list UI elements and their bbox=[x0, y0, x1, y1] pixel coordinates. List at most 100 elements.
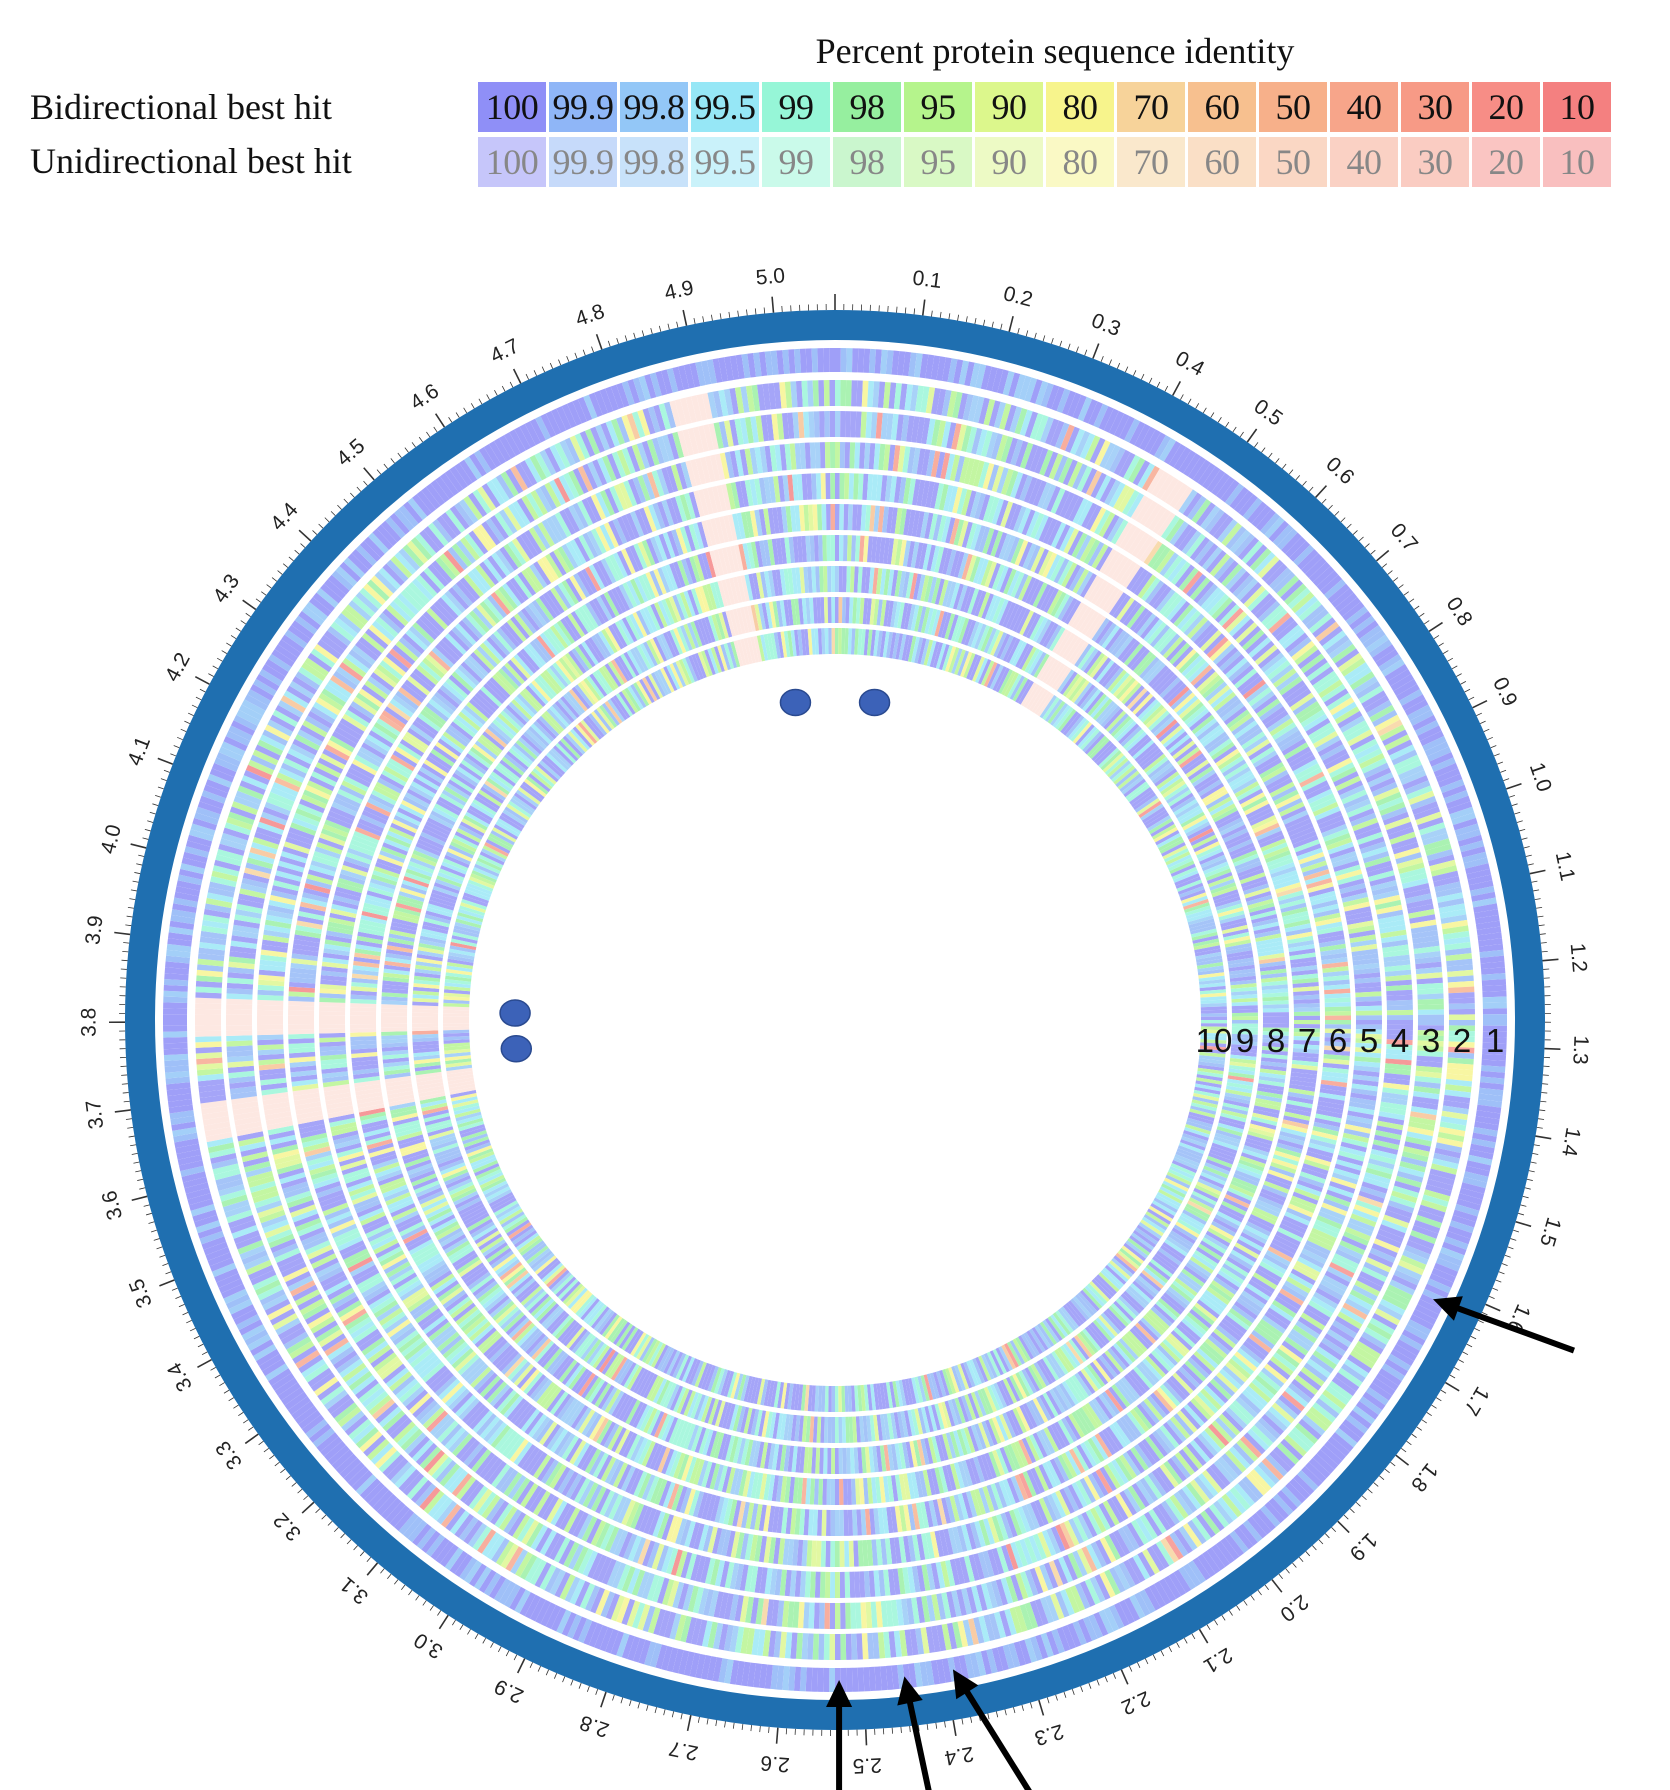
ring-1-segment bbox=[1475, 914, 1500, 925]
ring-1-segment bbox=[1103, 1607, 1119, 1632]
ring-1-segment bbox=[1211, 472, 1230, 496]
ring-6-segment bbox=[843, 504, 849, 531]
ring-1-segment bbox=[1437, 773, 1463, 788]
ring-1-segment bbox=[1045, 1630, 1060, 1656]
ring-5-segment bbox=[288, 1010, 315, 1016]
ring-2-segment bbox=[835, 380, 841, 407]
ring-1-segment bbox=[863, 348, 871, 373]
ring-5-segment bbox=[288, 1029, 315, 1035]
ring-1-segment bbox=[770, 350, 779, 375]
ring-2-segment bbox=[1369, 1317, 1395, 1336]
ring-1-segment bbox=[758, 1663, 768, 1689]
bidirectional-label: Bidirectional best hit bbox=[30, 87, 332, 127]
identity-ring-2 bbox=[195, 380, 1475, 1660]
ring-1-segment bbox=[1264, 516, 1285, 539]
ring-3-segment bbox=[824, 411, 830, 438]
ring-2-segment bbox=[1445, 1078, 1473, 1087]
ring-1-segment bbox=[1247, 1516, 1267, 1539]
ring-4-segment bbox=[849, 1571, 856, 1598]
ring-1-segment bbox=[1331, 588, 1354, 608]
ring-1-segment bbox=[1460, 846, 1486, 858]
ring-1-segment bbox=[567, 1614, 582, 1639]
ring-4-segment bbox=[1386, 1009, 1413, 1016]
ring-1-segment bbox=[1297, 1470, 1319, 1492]
ring-1-segment bbox=[214, 757, 239, 773]
ring-2-segment bbox=[1137, 462, 1155, 489]
ring-1-segment bbox=[1475, 1115, 1500, 1126]
ring-7-segment bbox=[830, 1478, 835, 1505]
ring-1-segment bbox=[851, 1667, 859, 1692]
ring-1-segment bbox=[1276, 528, 1298, 550]
ring-1-segment bbox=[163, 990, 188, 998]
ring-2-segment bbox=[1372, 1312, 1398, 1331]
ring-7-segment bbox=[350, 1028, 377, 1033]
ring-2-segment bbox=[1355, 1340, 1381, 1360]
ring-1-segment bbox=[331, 1449, 354, 1470]
ring-6-segment bbox=[839, 1509, 845, 1536]
ring-2-segment bbox=[1398, 764, 1425, 781]
ring-2-segment bbox=[1217, 519, 1238, 543]
ring-1-segment bbox=[1289, 540, 1311, 562]
ring-3-segment bbox=[829, 411, 835, 438]
ring-1-segment bbox=[1035, 1634, 1049, 1660]
ring-1-segment bbox=[187, 1193, 213, 1206]
ring-1-segment bbox=[449, 466, 468, 490]
ring-1-segment bbox=[1480, 1070, 1505, 1079]
ring-1-segment bbox=[1301, 553, 1323, 574]
ring-1-segment bbox=[610, 1630, 625, 1656]
ring-2-segment bbox=[1094, 439, 1111, 466]
ring-1-segment bbox=[1220, 1537, 1240, 1561]
ring-1-segment bbox=[1163, 1575, 1182, 1600]
ring-1-segment bbox=[1365, 1387, 1389, 1406]
ring-1-segment bbox=[840, 1667, 847, 1692]
ring-2-segment bbox=[1436, 892, 1464, 903]
ring-2-segment bbox=[195, 1036, 222, 1043]
ring-1-segment bbox=[1238, 494, 1258, 517]
ring-2-segment bbox=[1004, 404, 1017, 432]
ring-1-segment bbox=[1359, 625, 1383, 644]
ring-1-segment bbox=[1384, 663, 1408, 682]
ring-1-segment bbox=[1124, 1597, 1141, 1622]
ring-1-segment bbox=[165, 1070, 190, 1079]
ring-2-segment bbox=[845, 380, 852, 407]
ring-1-segment bbox=[1242, 497, 1263, 520]
ring-1-segment bbox=[205, 1246, 231, 1261]
ring-1-segment bbox=[1324, 579, 1346, 600]
ring-2-segment bbox=[195, 1014, 222, 1020]
ring-2-segment bbox=[823, 1633, 830, 1660]
ring-1-segment bbox=[274, 1377, 298, 1396]
ring-1-segment bbox=[874, 349, 882, 374]
ring-1-segment bbox=[1390, 1348, 1415, 1367]
ring-1-segment bbox=[1345, 606, 1369, 626]
ring-7-segment bbox=[822, 1478, 827, 1505]
ring-1-segment bbox=[829, 348, 835, 373]
ring-1-segment bbox=[1293, 544, 1315, 566]
ring-1-segment bbox=[199, 795, 225, 810]
ring-2-segment bbox=[1294, 595, 1319, 618]
ring-4-segment bbox=[257, 1020, 284, 1026]
ring-4-segment bbox=[839, 1571, 846, 1598]
ring-1-segment bbox=[1414, 1304, 1439, 1320]
ring-1-segment bbox=[616, 1632, 630, 1658]
ring-2-segment bbox=[1439, 908, 1467, 919]
ring-1-segment bbox=[1378, 654, 1402, 672]
ring-2-segment bbox=[1422, 832, 1449, 846]
ring-2-segment bbox=[925, 387, 936, 414]
ring-1-segment bbox=[172, 903, 197, 914]
ring-3-segment bbox=[1417, 998, 1444, 1005]
ring-1-segment bbox=[163, 1053, 189, 1062]
ring-5-segment bbox=[839, 473, 845, 500]
unidirectional-swatch-40: 40 bbox=[1330, 137, 1398, 187]
ring-2-segment bbox=[1425, 1184, 1452, 1197]
ring-2-segment bbox=[1446, 1073, 1473, 1082]
ring-2-segment bbox=[1382, 729, 1408, 747]
ring-1-segment bbox=[425, 483, 446, 506]
ring-1-segment bbox=[1467, 874, 1493, 886]
ring-6-segment bbox=[821, 1509, 827, 1536]
ring-2-segment bbox=[1391, 749, 1418, 766]
ring-1-segment bbox=[255, 1348, 280, 1367]
ring-2-segment bbox=[1060, 424, 1075, 451]
ring-2-segment bbox=[883, 381, 891, 409]
ring-2-segment bbox=[1435, 886, 1463, 898]
ring-4-segment bbox=[257, 1014, 284, 1020]
